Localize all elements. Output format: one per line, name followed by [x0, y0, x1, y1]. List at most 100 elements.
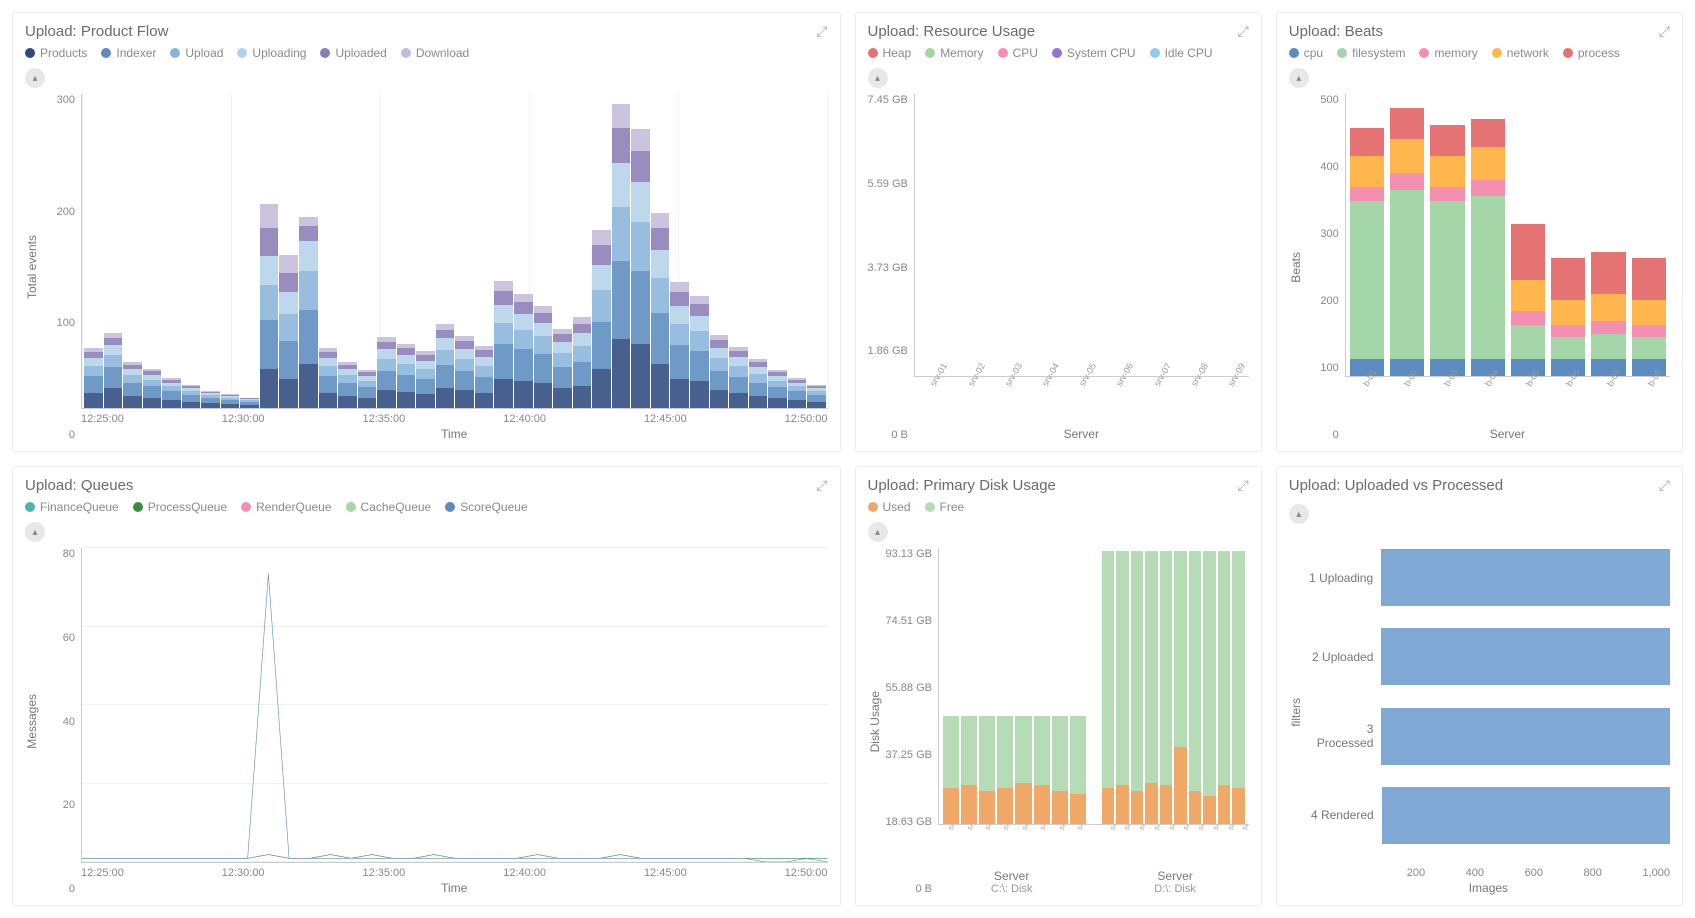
- chart-plot: [81, 94, 828, 409]
- legend-item[interactable]: Used: [868, 500, 911, 514]
- legend-dot: [998, 48, 1008, 58]
- legend-item[interactable]: ProcessQueue: [133, 500, 227, 514]
- legend-label: Free: [940, 500, 965, 514]
- legend-item[interactable]: Uploaded: [320, 46, 386, 60]
- collapse-icon[interactable]: ▴: [1289, 68, 1309, 88]
- legend-dot: [25, 48, 35, 58]
- x-axis-label: Time: [81, 881, 828, 895]
- legend-dot: [1150, 48, 1160, 58]
- x-axis: 12:25:0012:30:0012:35:0012:40:0012:45:00…: [81, 409, 828, 425]
- legend-dot: [170, 48, 180, 58]
- chart-plot: 1 Uploading2 Uploaded3 Processed4 Render…: [1307, 530, 1670, 863]
- collapse-icon[interactable]: ▴: [25, 522, 45, 542]
- panel-title: Upload: Queues: [25, 477, 133, 494]
- hbar-label: 1 Uploading: [1307, 571, 1381, 585]
- legend-dot: [25, 502, 35, 512]
- legend-item[interactable]: CacheQueue: [346, 500, 432, 514]
- legend-item[interactable]: Memory: [925, 46, 983, 60]
- legend-label: FinanceQueue: [40, 500, 119, 514]
- hbar-row: 1 Uploading: [1307, 549, 1670, 606]
- legend-item[interactable]: Free: [925, 500, 965, 514]
- legend-dot: [1563, 48, 1573, 58]
- y-axis-label: Beats: [1289, 252, 1303, 283]
- hbar: [1381, 549, 1670, 606]
- y-axis: 3002001000: [43, 94, 81, 441]
- legend-dot: [401, 48, 411, 58]
- x-axis-label: Images: [1307, 881, 1670, 895]
- y-axis: 806040200: [43, 548, 81, 895]
- legend-label: Uploading: [252, 46, 306, 60]
- legend-label: ProcessQueue: [148, 500, 227, 514]
- legend-label: network: [1507, 46, 1549, 60]
- collapse-icon[interactable]: ▴: [868, 68, 888, 88]
- chart-plot: [81, 548, 828, 863]
- legend-dot: [320, 48, 330, 58]
- legend-item[interactable]: Uploading: [237, 46, 306, 60]
- hbar-row: 3 Processed: [1307, 708, 1670, 765]
- legend-dot: [868, 502, 878, 512]
- hbar: [1381, 628, 1670, 685]
- legend-dot: [237, 48, 247, 58]
- panel-title: Upload: Uploaded vs Processed: [1289, 477, 1503, 494]
- collapse-icon[interactable]: ▴: [25, 68, 45, 88]
- legend-label: CPU: [1013, 46, 1038, 60]
- legend-label: process: [1578, 46, 1620, 60]
- legend-label: filesystem: [1352, 46, 1405, 60]
- legend-dot: [925, 502, 935, 512]
- collapse-icon[interactable]: ▴: [868, 522, 888, 542]
- panel-title: Upload: Primary Disk Usage: [868, 477, 1056, 494]
- chart-plot: [1345, 94, 1670, 377]
- legend-item[interactable]: filesystem: [1337, 46, 1405, 60]
- panel-queues: Upload: Queues ⤢ FinanceQueue ProcessQueu…: [12, 466, 841, 906]
- legend-item[interactable]: RenderQueue: [241, 500, 331, 514]
- y-axis-label: Total events: [25, 235, 39, 299]
- legend-item[interactable]: Upload: [170, 46, 223, 60]
- collapse-icon[interactable]: ▴: [1289, 504, 1309, 524]
- legend-item[interactable]: ScoreQueue: [445, 500, 527, 514]
- panel-product-flow: Upload: Product Flow ⤢ ProductsIndexerUp…: [12, 12, 841, 452]
- legend-item[interactable]: Download: [401, 46, 469, 60]
- x-axis-label: Time: [81, 427, 828, 441]
- dashboard-grid: Upload: Product Flow ⤢ ProductsIndexerUp…: [12, 12, 1683, 906]
- x-axis: 12:25:0012:30:0012:35:0012:40:0012:45:00…: [81, 863, 828, 879]
- legend-label: Upload: [185, 46, 223, 60]
- legend-item[interactable]: Indexer: [101, 46, 156, 60]
- legend-dot: [1492, 48, 1502, 58]
- legend-item[interactable]: FinanceQueue: [25, 500, 119, 514]
- y-axis: 93.13 GB74.51 GB55.88 GB37.25 GB18.63 GB…: [886, 548, 938, 895]
- legend-item[interactable]: CPU: [998, 46, 1038, 60]
- expand-icon[interactable]: ⤢: [1659, 477, 1670, 494]
- panel-uploaded-processed: Upload: Uploaded vs Processed ⤢ ▴ filter…: [1276, 466, 1683, 906]
- expand-icon[interactable]: ⤢: [1238, 23, 1249, 40]
- x-axis: b-01b-02b-03b-04b-05b-06b-07b-08: [1345, 377, 1670, 425]
- legend-item[interactable]: cpu: [1289, 46, 1323, 60]
- legend-label: Memory: [940, 46, 983, 60]
- chart-plot: [938, 548, 1249, 825]
- expand-icon[interactable]: ⤢: [1659, 23, 1670, 40]
- legend-item[interactable]: System CPU: [1052, 46, 1136, 60]
- legend-label: Uploaded: [335, 46, 386, 60]
- legend-item[interactable]: Idle CPU: [1150, 46, 1213, 60]
- legend-dot: [346, 502, 356, 512]
- hbar: [1381, 708, 1670, 765]
- expand-icon[interactable]: ⤢: [816, 23, 827, 40]
- legend-item[interactable]: Heap: [868, 46, 912, 60]
- legend-label: CacheQueue: [361, 500, 432, 514]
- x-axis: 2004006008001,000: [1307, 863, 1670, 879]
- panel-resource-usage: Upload: Resource Usage ⤢ Heap Memory CPU Sy…: [855, 12, 1262, 452]
- expand-icon[interactable]: ⤢: [816, 477, 827, 494]
- legend-dot: [1289, 48, 1299, 58]
- y-axis: 7.45 GB5.59 GB3.73 GB1.86 GB0 B: [868, 94, 914, 441]
- hbar-label: 3 Processed: [1307, 722, 1382, 750]
- legend-item[interactable]: memory: [1419, 46, 1477, 60]
- panel-title: Upload: Resource Usage: [868, 23, 1036, 40]
- legend-item[interactable]: network: [1492, 46, 1549, 60]
- expand-icon[interactable]: ⤢: [1238, 477, 1249, 494]
- legend: Heap Memory CPU System CPU Idle CPU: [868, 46, 1249, 60]
- y-axis-label: Messages: [25, 694, 39, 749]
- legend-item[interactable]: Products: [25, 46, 87, 60]
- chart-plot: [914, 94, 1249, 377]
- legend-item[interactable]: process: [1563, 46, 1620, 60]
- legend: cpu filesystem memory network process: [1289, 46, 1670, 60]
- legend-dot: [925, 48, 935, 58]
